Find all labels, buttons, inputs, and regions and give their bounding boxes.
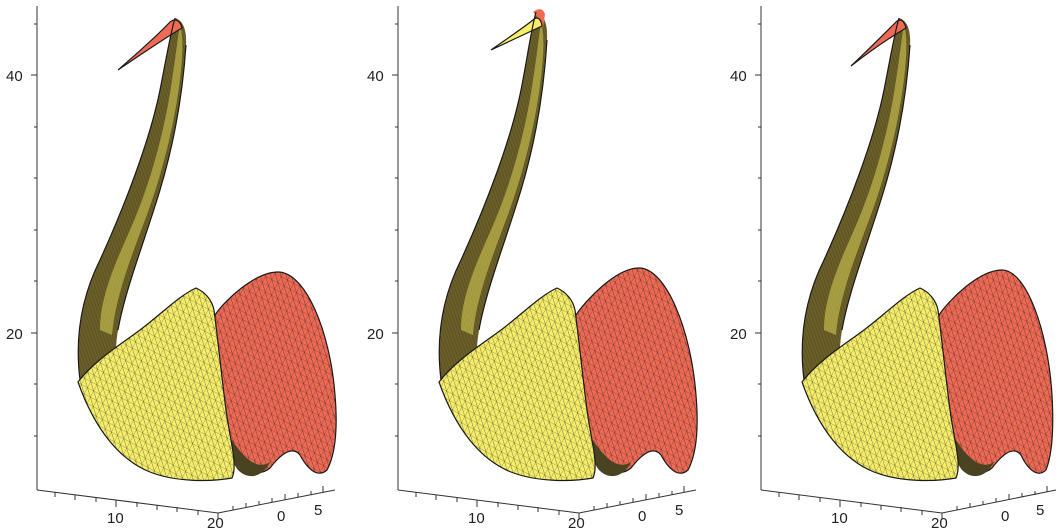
y-axis <box>941 489 1057 514</box>
x-ticks <box>778 492 943 519</box>
z-ticks <box>392 23 398 437</box>
valley-shadow <box>230 440 270 477</box>
y-ticks <box>232 486 324 510</box>
x-axis <box>760 489 943 514</box>
yellow-body-mesh <box>802 288 959 481</box>
yellow-body-mesh <box>78 288 235 481</box>
z-tick-label-40: 40 <box>730 68 747 85</box>
valley-shadow <box>954 440 994 477</box>
x-axis <box>397 489 580 514</box>
plot-panel-3: 40 20 10 20 0 5 <box>706 0 1058 531</box>
y-tick-label-5: 5 <box>675 502 683 519</box>
y-ticks <box>956 486 1048 510</box>
x-ticks <box>54 492 219 519</box>
y-axis <box>578 489 697 514</box>
surface-plot-3: 40 20 10 20 0 5 <box>730 6 1057 531</box>
x-tick-label-20: 20 <box>568 515 585 531</box>
valley-shadow <box>591 440 631 477</box>
neck-mesh <box>78 18 187 380</box>
beak <box>118 20 182 70</box>
x-tick-label-10: 10 <box>468 510 485 527</box>
z-tick-label-20: 20 <box>730 326 747 343</box>
z-tick-label-40: 40 <box>367 68 384 85</box>
salmon-lobe-mesh <box>938 270 1053 474</box>
y-tick-label-5: 5 <box>1036 502 1044 519</box>
salmon-lobe-mesh <box>214 272 337 474</box>
surface-plot-2: 40 20 10 20 0 5 <box>367 6 698 531</box>
z-tick-label-40: 40 <box>6 68 23 85</box>
neck-highlight <box>100 25 183 335</box>
x-tick-label-10: 10 <box>107 510 124 527</box>
beak <box>851 20 906 66</box>
surface-plot-1: 40 20 10 20 0 5 <box>6 6 337 531</box>
y-ticks <box>593 486 685 510</box>
z-tick-label-20: 20 <box>367 326 384 343</box>
z-ticks <box>755 23 761 437</box>
x-ticks <box>415 492 580 519</box>
y-tick-label-0: 0 <box>277 508 285 525</box>
plot-panel-1: 40 20 10 20 0 5 <box>0 0 352 531</box>
neck-highlight <box>461 22 544 335</box>
z-ticks <box>31 23 37 437</box>
neck-highlight <box>824 25 907 335</box>
neck-mesh <box>802 18 911 380</box>
neck-mesh <box>439 12 548 380</box>
x-tick-label-20: 20 <box>207 515 224 531</box>
x-axis <box>36 489 219 514</box>
y-tick-label-0: 0 <box>1001 508 1009 525</box>
beak <box>491 18 542 50</box>
x-tick-label-10: 10 <box>831 510 848 527</box>
yellow-body-mesh <box>439 288 596 481</box>
salmon-lobe-mesh <box>575 268 698 474</box>
y-axis <box>217 489 336 514</box>
y-tick-label-0: 0 <box>638 508 646 525</box>
z-tick-label-20: 20 <box>6 326 23 343</box>
x-tick-label-20: 20 <box>931 515 948 531</box>
plot-panel-2: 40 20 10 20 0 5 <box>353 0 705 531</box>
y-tick-label-5: 5 <box>314 502 322 519</box>
